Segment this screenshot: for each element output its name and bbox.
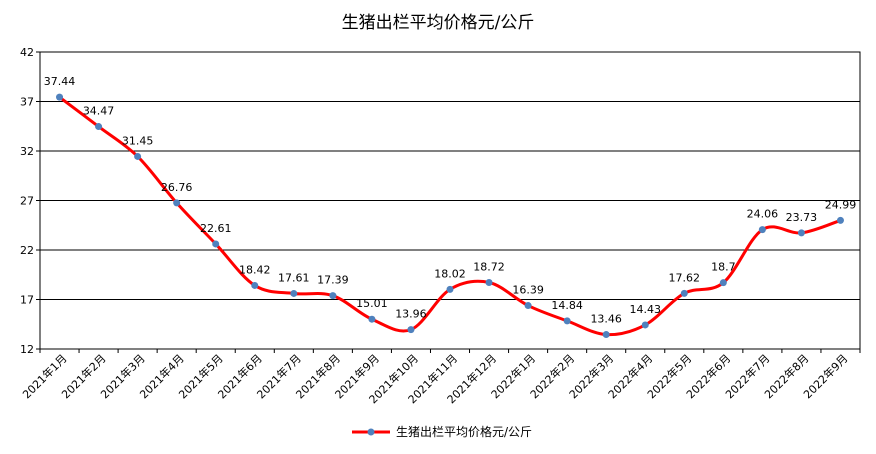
y-tick-label: 12	[20, 343, 34, 356]
chart-title: 生猪出栏平均价格元/公斤	[342, 13, 535, 33]
y-tick-label: 27	[20, 195, 34, 208]
data-point	[95, 123, 103, 131]
data-point	[758, 226, 766, 234]
data-point	[446, 285, 454, 293]
y-tick-label: 37	[20, 96, 34, 109]
data-point	[407, 326, 415, 334]
data-point	[563, 317, 571, 325]
data-point	[641, 321, 649, 329]
data-point	[719, 279, 727, 287]
data-point	[134, 152, 142, 160]
data-point	[485, 278, 493, 286]
data-label: 18.7	[711, 261, 736, 274]
series-layer	[56, 93, 844, 339]
y-tick-label: 17	[20, 294, 34, 307]
data-label: 15.01	[356, 297, 388, 310]
data-label: 37.44	[44, 75, 76, 88]
data-labels: 37.44 34.47 31.45 26.76 22.61 18.42 17.61 17.39…	[44, 75, 856, 325]
y-tick-label: 22	[20, 244, 34, 257]
x-axis-ticks: 2021年1月2021年2月2021年3月2021年4月2021年5月2021年…	[19, 349, 861, 406]
data-point	[56, 93, 64, 101]
data-point	[797, 229, 805, 237]
data-label: 18.72	[473, 260, 505, 273]
data-label: 18.42	[239, 263, 271, 276]
data-point	[173, 199, 181, 207]
data-label: 34.47	[83, 105, 115, 118]
data-label: 24.99	[825, 198, 857, 211]
data-point	[290, 289, 298, 297]
data-label: 18.02	[434, 267, 466, 280]
data-label: 17.62	[669, 271, 701, 284]
data-label: 13.46	[590, 313, 622, 326]
data-label: 26.76	[161, 181, 193, 194]
data-label: 17.39	[317, 274, 349, 287]
data-label: 23.73	[786, 211, 818, 224]
data-label: 13.96	[395, 308, 427, 321]
legend-marker-swatch	[367, 428, 375, 436]
data-label: 16.39	[512, 284, 544, 297]
data-label: 22.61	[200, 222, 232, 235]
data-point	[212, 240, 220, 248]
y-axis-ticks: 12 17 22 27 32 37 42	[20, 46, 40, 356]
data-point	[251, 281, 259, 289]
data-label: 14.43	[629, 303, 661, 316]
data-label: 31.45	[122, 134, 154, 147]
y-tick-label: 32	[20, 145, 34, 158]
y-tick-label: 42	[20, 46, 34, 59]
data-point	[524, 302, 532, 310]
data-label: 24.06	[747, 208, 779, 221]
data-point	[680, 289, 688, 297]
data-point	[836, 216, 844, 224]
data-point	[368, 315, 376, 323]
data-label: 17.61	[278, 271, 310, 284]
data-point	[329, 292, 337, 300]
data-point	[602, 331, 610, 339]
legend: 生猪出栏平均价格元/公斤	[352, 424, 532, 439]
legend-label: 生猪出栏平均价格元/公斤	[396, 424, 532, 439]
data-label: 14.84	[551, 299, 583, 312]
